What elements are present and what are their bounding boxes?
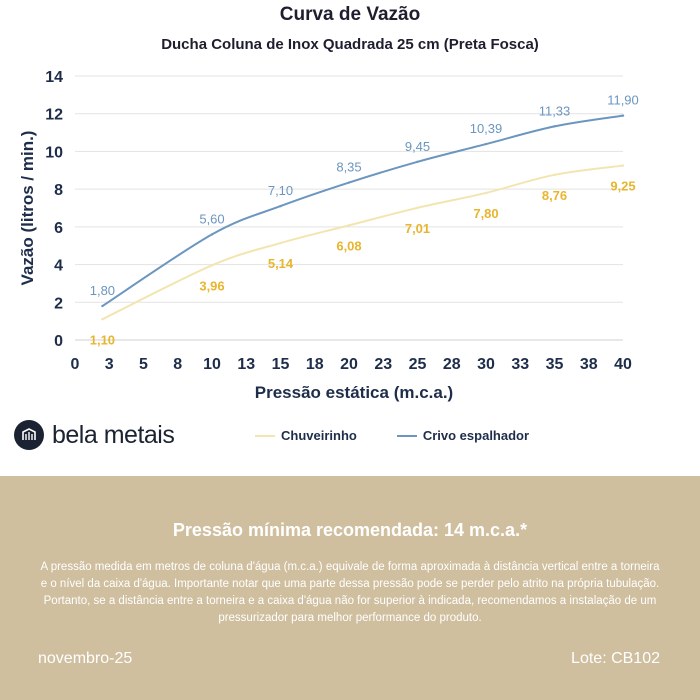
data-label-crivo: 1,80 — [90, 283, 115, 298]
x-tick-label: 40 — [614, 356, 632, 373]
data-label-chuveirinho: 8,76 — [542, 188, 567, 203]
data-point-chuveirinho — [553, 173, 556, 177]
data-point-chuveirinho — [210, 264, 214, 267]
min-pressure-headline: Pressão mínima recomendada: 14 m.c.a.* — [172, 520, 528, 540]
footer-date: novembro-25 — [38, 650, 133, 667]
x-tick-label: 25 — [409, 356, 427, 373]
legend-label-crivo: Crivo espalhador — [422, 428, 530, 443]
data-label-chuveirinho: 5,14 — [268, 256, 294, 271]
x-tick-label: 10 — [203, 356, 221, 373]
data-label-crivo: 8,35 — [336, 160, 361, 175]
x-axis-label: Pressão estática (m.c.a.) — [255, 383, 453, 402]
data-point-chuveirinho — [347, 224, 351, 227]
y-tick-label: 0 — [54, 333, 63, 350]
data-point-crivo — [210, 233, 214, 236]
data-label-crivo: 5,60 — [199, 211, 224, 226]
data-label-chuveirinho: 7,80 — [473, 206, 498, 221]
data-point-chuveirinho — [416, 206, 419, 210]
x-tick-label: 20 — [340, 356, 358, 373]
x-tick-label: 38 — [580, 356, 598, 373]
chart-legend: Chuveirinho Crivo espalhador — [255, 428, 529, 443]
data-point-crivo — [416, 160, 419, 163]
y-tick-label: 4 — [54, 258, 63, 275]
x-tick-label: 18 — [306, 356, 324, 373]
data-point-crivo — [621, 114, 625, 117]
series-line-crivo — [101, 114, 624, 307]
y-tick-label: 8 — [54, 182, 63, 199]
data-label-chuveirinho: 7,01 — [405, 221, 430, 236]
data-point-crivo — [484, 142, 488, 146]
legend-swatch-crivo — [396, 434, 417, 437]
footer-lot: Lote: CB102 — [571, 650, 660, 667]
data-point-crivo — [347, 181, 351, 184]
data-point-chuveirinho — [101, 318, 104, 321]
data-point-chuveirinho — [279, 241, 282, 245]
x-tick-label: 13 — [237, 356, 255, 373]
x-tick-label: 33 — [511, 356, 529, 373]
legend-item-crivo: Crivo espalhador — [396, 428, 530, 443]
y-tick-label: 14 — [45, 69, 63, 86]
legend-swatch-chuveirinho — [255, 434, 275, 437]
x-tick-label: 5 — [139, 356, 148, 373]
data-label-chuveirinho: 9,25 — [610, 179, 635, 194]
x-tick-label: 8 — [173, 356, 182, 373]
data-label-chuveirinho: 3,96 — [199, 278, 224, 293]
x-tick-label: 15 — [272, 356, 290, 373]
x-tick-label: 28 — [443, 356, 461, 373]
x-tick-label: 3 — [105, 356, 114, 373]
legend-label-chuveirinho: Chuveirinho — [281, 428, 357, 443]
data-label-chuveirinho: 1,10 — [90, 332, 115, 347]
footer-panel: Pressão mínima recomendada: 14 m.c.a.* A… — [0, 476, 700, 700]
chart-subtitle: Ducha Coluna de Inox Quadrada 25 cm (Pre… — [161, 36, 539, 53]
y-tick-label: 6 — [54, 220, 63, 237]
data-label-crivo: 7,10 — [268, 183, 293, 198]
data-label-crivo: 10,39 — [470, 121, 503, 136]
y-tick-label: 12 — [45, 107, 63, 124]
x-tick-label: 0 — [71, 356, 80, 373]
bela-metais-logo-icon — [14, 420, 44, 450]
data-label-crivo: 11,90 — [607, 93, 639, 108]
brand-name: bela metais — [52, 420, 175, 449]
pressure-note: A pressão medida em metros de coluna d'á… — [40, 561, 660, 624]
data-point-crivo — [279, 204, 282, 208]
x-tick-label: 35 — [546, 356, 564, 373]
y-axis-label: Vazão (litros / min.) — [18, 131, 37, 286]
x-tick-label: 23 — [374, 356, 392, 373]
data-point-crivo — [553, 125, 556, 128]
data-point-chuveirinho — [621, 164, 625, 167]
brand: bela metais — [14, 420, 175, 450]
data-point-chuveirinho — [484, 191, 488, 195]
data-label-crivo: 11,33 — [539, 103, 571, 118]
data-label-chuveirinho: 6,08 — [336, 238, 361, 253]
y-tick-label: 10 — [45, 144, 63, 161]
legend-item-chuveirinho: Chuveirinho — [255, 428, 357, 443]
y-tick-label: 2 — [54, 295, 63, 312]
x-tick-label: 30 — [477, 356, 495, 373]
chart-title: Curva de Vazão — [279, 4, 421, 25]
data-point-crivo — [101, 304, 104, 308]
data-label-crivo: 9,45 — [405, 139, 430, 154]
